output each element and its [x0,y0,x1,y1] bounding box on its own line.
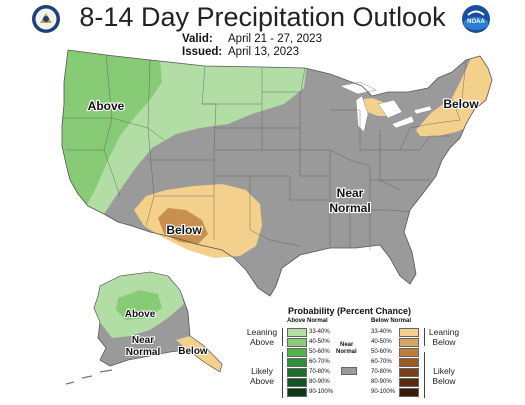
legend-leaning-above: Leaning Above [244,327,280,347]
legend-near-header-1: Near [340,342,354,348]
map-label-west-above: Above [88,99,125,113]
legend-below-swatch [399,348,419,357]
map-label-northeast-below: Below [443,97,479,111]
page-title: 8-14 Day Precipitation Outlook [79,2,446,32]
legend-bracket-leaning-above [282,328,283,346]
legend-below-swatch-label: 40-50% [371,339,392,345]
noaa-logo-text: NOAA [467,19,485,25]
legend-above-swatch [287,358,307,367]
legend-above-swatch-label: 40-50% [309,339,330,345]
legend-below-swatch-label: 90-100% [371,389,396,395]
southwest-below-core-region [158,208,208,244]
legend-below-swatch-label: 70-80% [371,369,392,375]
lake-erie [391,115,415,129]
legend-bracket-likely-below [424,352,425,398]
map-label-southwest-below: Below [166,223,202,237]
issued-label: Issued: [182,46,223,58]
map-label-alaska-above: Above [125,309,156,320]
legend-above-swatch [287,368,307,377]
map-label-alaska-below: Below [178,346,208,357]
alaska-above-40-50 [116,290,162,320]
state-borders [62,54,467,250]
above-40-50-region [62,50,162,210]
lake-michigan [355,95,369,133]
legend-leaning-below-line-2: Below [432,337,456,347]
lakes-below-region [356,98,392,116]
doc-seal-icon [32,5,60,33]
legend-likely-above: Likely Above [244,366,280,386]
map-label-near-1: Near [337,186,364,200]
legend-above-header: Above Normal [287,318,328,324]
legend-leaning-below-line-1: Leaning [428,327,460,337]
map-label-alaska-near-1: Near [132,335,154,346]
legend-above-swatch [287,388,307,397]
valid-value: April 21 - 27, 2023 [228,33,322,45]
issued-value: April 13, 2023 [228,46,299,58]
legend-below-swatch-label: 60-70% [371,359,392,365]
noaa-logo-icon: NOAA [462,5,490,33]
legend-likely-below-line-2: Below [432,376,456,386]
legend-likely-below-line-1: Likely [433,366,455,376]
legend-above-swatch-label: 70-80% [309,369,330,375]
legend-above-swatch [287,328,307,337]
legend-bracket-leaning-below [424,328,425,346]
legend-below-swatch-label: 50-60% [371,349,392,355]
legend-below-swatch-label: 80-90% [371,379,392,385]
legend-below-swatch [399,388,419,397]
legend-likely-above-line-2: Above [249,376,275,386]
map-label-near-2: Normal [329,201,370,215]
legend-leaning-above-line-2: Above [249,337,275,347]
legend-below-swatch [399,328,419,337]
alaska-below-region [176,336,222,372]
legend-likely-below: Likely Below [426,366,462,386]
legend-below-swatch [399,368,419,377]
legend-title: Probability (Percent Chance) [288,306,412,316]
date-block: Valid: April 21 - 27, 2023 Issued: April 1… [182,33,322,59]
legend-above-swatch [287,348,307,357]
aleutian-islands [65,369,113,385]
map-label-alaska-near-2: Normal [126,347,161,358]
legend-below-header: Below Normal [371,318,412,324]
legend-above-swatch-label: 60-70% [309,359,330,365]
legend-bracket-likely-above [282,352,283,398]
lake-ontario [413,105,433,115]
us-outline [61,49,493,297]
legend-above-swatch [287,378,307,387]
legend-below-swatch-label: 33-40% [371,329,392,335]
legend-above-swatch-label: 90-100% [309,389,334,395]
legend-above-swatch-label: 50-60% [309,349,330,355]
alaska [65,271,223,385]
legend-below-swatch [399,358,419,367]
legend-likely-above-line-1: Likely [251,366,273,376]
legend-above-swatch [287,338,307,347]
valid-label: Valid: [182,33,213,45]
legend-below-swatch [399,338,419,347]
legend-near-header-2: Normal [336,349,357,355]
legend-near-swatch [341,367,357,375]
lake-huron [377,99,403,119]
legend-below-swatch [399,378,419,387]
legend-above-swatch-label: 80-90% [309,379,330,385]
legend-leaning-above-line-1: Leaning [246,327,278,337]
legend-leaning-below: Leaning Below [426,327,462,347]
legend-above-swatch-label: 33-40% [309,329,330,335]
